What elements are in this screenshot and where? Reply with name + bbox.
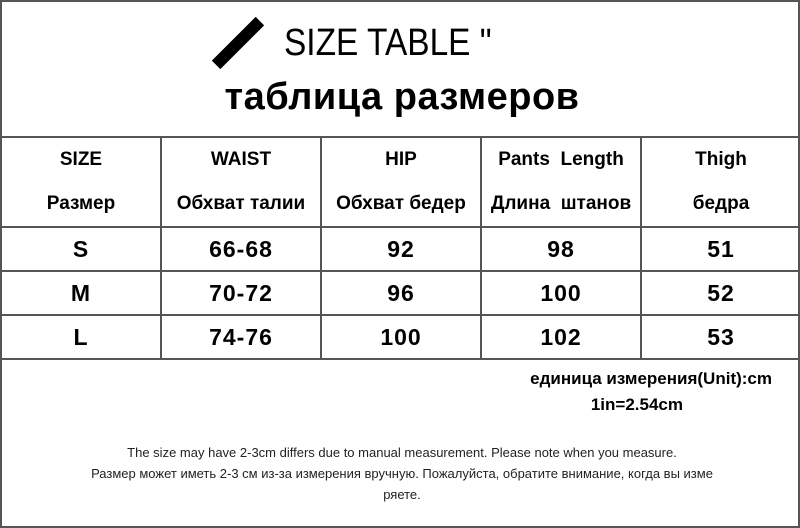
- cell-waist: 70-72: [160, 270, 322, 316]
- cell-size: S: [2, 226, 162, 272]
- slash-decoration-icon: [211, 16, 265, 70]
- cell-size: L: [2, 314, 162, 360]
- cell-pants-length: 102: [480, 314, 642, 360]
- header-en: Thigh: [695, 149, 747, 170]
- cell-hip: 92: [320, 226, 482, 272]
- cell-thigh: 53: [640, 314, 798, 360]
- header-ru: Обхват талии: [176, 193, 306, 214]
- note-line: Размер может иметь 2-3 см из-за измерени…: [91, 466, 713, 481]
- cell-size: M: [2, 270, 162, 316]
- note-line: ряете.: [383, 487, 421, 502]
- cell-hip: 100: [320, 314, 482, 360]
- header-ru: бедра: [692, 193, 750, 214]
- header-ru: Длина штанов: [490, 193, 632, 214]
- table-row: M 70-72 96 100 52: [2, 270, 798, 316]
- size-table: SIZE Размер WAIST Обхват талии HIP Обхват б…: [2, 136, 798, 360]
- header-en: SIZE: [59, 149, 103, 170]
- table-row: S 66-68 92 98 51: [2, 226, 798, 272]
- cell-hip: 96: [320, 270, 482, 316]
- cell-waist: 66-68: [160, 226, 322, 272]
- measurement-notes: The size may have 2-3cm differs due to m…: [2, 442, 798, 505]
- header-en: Pants Length: [498, 149, 624, 170]
- table-row: L 74-76 100 102 53: [2, 314, 798, 360]
- header-row: SIZE Размер WAIST Обхват талии HIP Обхват б…: [2, 136, 798, 228]
- header-ru: Размер: [46, 193, 116, 214]
- note-line: The size may have 2-3cm differs due to m…: [127, 445, 677, 460]
- cell-pants-length: 100: [480, 270, 642, 316]
- inch-conversion: 1in=2.54cm: [590, 395, 683, 414]
- header-thigh: Thigh бедра: [640, 136, 798, 228]
- title-english: SIZE TABLE ": [284, 22, 492, 64]
- header-waist: WAIST Обхват талии: [160, 136, 322, 228]
- header-en: WAIST: [210, 149, 272, 170]
- header-size: SIZE Размер: [2, 136, 162, 228]
- cell-waist: 74-76: [160, 314, 322, 360]
- title-russian: таблица размеров: [224, 76, 580, 118]
- header-ru: Обхват бедер: [336, 193, 466, 214]
- header-pants-length: Pants Length Длина штанов: [480, 136, 642, 228]
- header-en: HIP: [385, 149, 417, 170]
- cell-thigh: 51: [640, 226, 798, 272]
- cell-thigh: 52: [640, 270, 798, 316]
- cell-pants-length: 98: [480, 226, 642, 272]
- unit-label: единица измерения(Unit):cm: [530, 369, 772, 388]
- header-hip: HIP Обхват бедер: [320, 136, 482, 228]
